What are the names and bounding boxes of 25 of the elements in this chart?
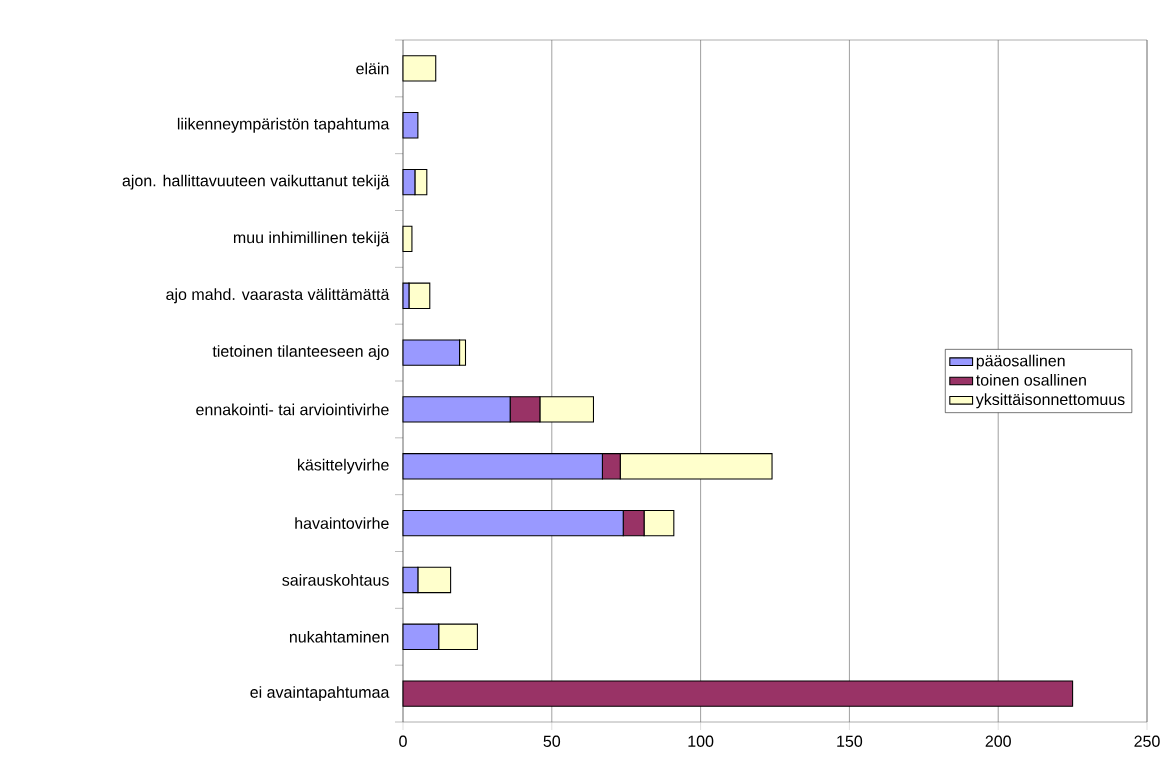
legend-label: pääosallinen xyxy=(976,354,1065,370)
bar xyxy=(402,225,413,253)
y-tick-label: ajon. hallittavuuteen vaikuttanut tekijä xyxy=(122,174,390,190)
y-tick-label: ei avaintapahtumaa xyxy=(250,686,390,702)
y-tick-label: nukahtaminen xyxy=(289,630,389,643)
y-tick-label: tietoinen tilanteeseen ajo xyxy=(212,345,389,361)
y-tick-label: eläin xyxy=(356,62,389,75)
y-tick-label: käsittelyvirhe xyxy=(298,458,389,474)
x-tick-label: 200 xyxy=(985,735,1011,747)
legend-label: toinen osallinen xyxy=(976,374,1086,386)
y-tick-label: ajo mahd. vaarasta välittämättä xyxy=(166,288,390,304)
y-tick-label: liikenneympäristön tapahtuma xyxy=(177,117,390,133)
y-tick-label: sairauskohtaus xyxy=(282,574,389,586)
x-tick-label: 150 xyxy=(837,735,863,747)
bar xyxy=(402,55,437,82)
bar xyxy=(402,112,419,139)
x-tick-label: 250 xyxy=(1134,735,1160,747)
y-tick-label: muu inhimillinen tekijä xyxy=(233,231,390,247)
x-tick-label: 0 xyxy=(399,735,407,747)
y-tick-label: ennakointi- tai arviointivirhe xyxy=(196,403,389,416)
x-tick-label: 50 xyxy=(543,735,561,747)
legend-label: yksittäisonnettomuus xyxy=(975,393,1125,409)
x-tick-label: 100 xyxy=(688,735,714,747)
bar xyxy=(402,680,1074,707)
y-tick-label: havaintovirhe xyxy=(295,517,389,529)
